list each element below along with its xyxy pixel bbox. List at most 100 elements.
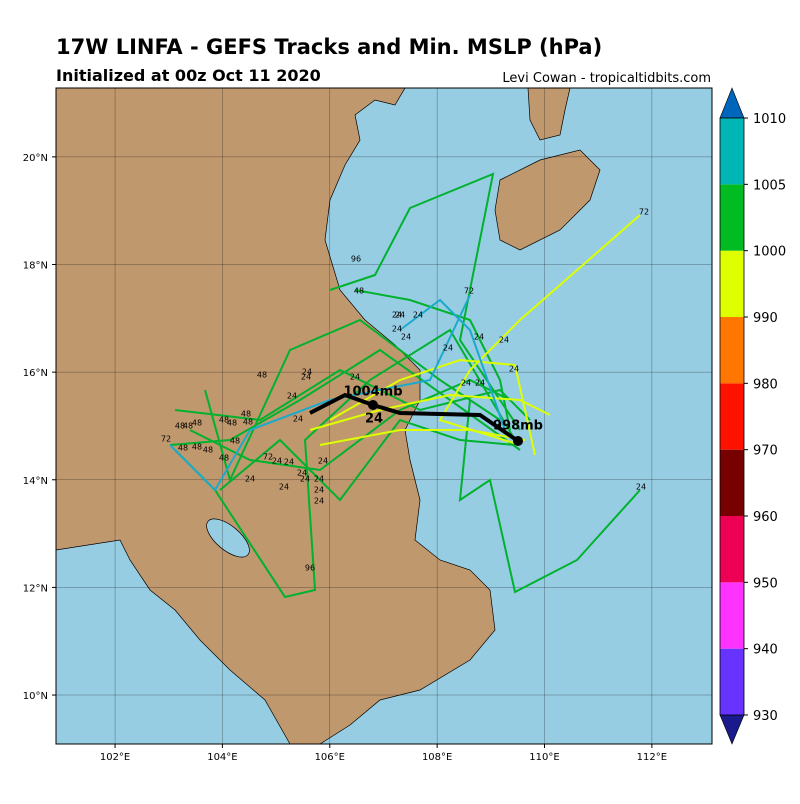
track-hour-label: 24 bbox=[318, 457, 328, 466]
lat-tick-label: 20°N bbox=[23, 153, 48, 164]
track-hour-label: 24 bbox=[272, 457, 282, 466]
track-hour-label: 48 bbox=[219, 416, 229, 425]
track-hour-label: 24 bbox=[314, 497, 324, 506]
track-hour-label: 48 bbox=[203, 446, 213, 455]
lat-tick-label: 16°N bbox=[23, 368, 48, 379]
track-hour-label: 48 bbox=[219, 454, 229, 463]
track-hour-label: 24 bbox=[392, 325, 402, 334]
mean-label: 998mb bbox=[493, 419, 543, 434]
track-hour-label: 24 bbox=[392, 311, 402, 320]
colorbar-segment bbox=[720, 250, 744, 317]
track-hour-label: 24 bbox=[461, 379, 471, 388]
track-hour-label: 24 bbox=[287, 392, 297, 401]
track-hour-label: 48 bbox=[243, 418, 253, 427]
colorbar-extend bbox=[719, 714, 745, 745]
lon-tick-label: 110°E bbox=[529, 752, 559, 763]
track-hour-label: 48 bbox=[227, 419, 237, 428]
track-hour-label: 72 bbox=[161, 435, 171, 444]
mean-track-point bbox=[513, 436, 523, 446]
colorbar: 930 940 950 960 970 980 990 1000 1005 1010 bbox=[719, 87, 786, 745]
colorbar-label: 1000 bbox=[753, 245, 786, 260]
track-hour-label: 24 bbox=[279, 483, 289, 492]
lake bbox=[206, 518, 250, 558]
colorbar-label: 940 bbox=[753, 643, 778, 658]
colorbar-label: 1010 bbox=[753, 112, 786, 127]
subtitle: Initialized at 00z Oct 11 2020 bbox=[56, 66, 321, 85]
track-hour-label: 24 bbox=[301, 373, 311, 382]
track-hour-label: 24 bbox=[300, 475, 310, 484]
track-hour-label: 24 bbox=[499, 336, 509, 345]
track-hour-label: 48 bbox=[192, 419, 202, 428]
title: 17W LINFA - GEFS Tracks and Min. MSLP (h… bbox=[56, 35, 602, 59]
track-hour-label: 48 bbox=[230, 437, 240, 446]
lat-tick-label: 18°N bbox=[23, 261, 48, 272]
lon-tick-label: 112°E bbox=[637, 752, 667, 763]
lat-tick-label: 10°N bbox=[23, 691, 48, 702]
track-hour-label: 72 bbox=[464, 287, 474, 296]
hainan bbox=[494, 149, 601, 251]
track-hour-label: 24 bbox=[413, 311, 423, 320]
track-hour-label: 24 bbox=[350, 373, 360, 382]
mean-track-point bbox=[368, 400, 378, 410]
credit: Levi Cowan - tropicaltidbits.com bbox=[502, 71, 711, 86]
colorbar-segment bbox=[720, 648, 744, 715]
track-hour-label: 24 bbox=[475, 379, 485, 388]
track-hour-label: 24 bbox=[509, 365, 519, 374]
track-hour-label: 24 bbox=[314, 486, 324, 495]
track-hour-label: 48 bbox=[192, 443, 202, 452]
track-hour-label: 48 bbox=[178, 444, 188, 453]
track-hour-label: 72 bbox=[263, 453, 273, 462]
lon-tick-label: 106°E bbox=[315, 752, 345, 763]
colorbar-label: 1005 bbox=[753, 178, 786, 193]
track-hour-label: 48 bbox=[175, 422, 185, 431]
track-hour-label: 48 bbox=[241, 410, 251, 419]
colorbar-label: 930 bbox=[753, 709, 778, 724]
lon-tick-label: 108°E bbox=[422, 752, 452, 763]
track-hour-label: 48 bbox=[183, 422, 193, 431]
colorbar-extend bbox=[719, 87, 745, 119]
track-hour-label: 24 bbox=[443, 344, 453, 353]
track-hour-label: 24 bbox=[636, 483, 646, 492]
track-hour-label: 24 bbox=[284, 458, 294, 467]
mean-track bbox=[309, 392, 520, 443]
track-hour-label: 96 bbox=[305, 564, 315, 573]
map-frame bbox=[55, 87, 713, 745]
colorbar-segment bbox=[720, 317, 744, 384]
track-hour-label: 96 bbox=[351, 255, 361, 264]
colorbar-segment bbox=[720, 118, 744, 185]
track-hour-label: 24 bbox=[297, 469, 307, 478]
colorbar-segment bbox=[720, 582, 744, 649]
colorbar-label: 970 bbox=[753, 444, 778, 459]
track-hour-label: 48 bbox=[257, 371, 267, 380]
track-hour-label: 24 bbox=[302, 368, 312, 377]
lon-tick-label: 104°E bbox=[207, 752, 237, 763]
track-hour-label: 24 bbox=[245, 475, 255, 484]
leizhou bbox=[527, 88, 571, 141]
track-hour-label: 72 bbox=[639, 208, 649, 217]
colorbar-label: 980 bbox=[753, 377, 778, 392]
lon-tick-label: 102°E bbox=[100, 752, 130, 763]
map-ticks: 102°E 104°E 106°E 108°E 110°E 112°E 10°N 12°N 14… bbox=[23, 153, 667, 763]
colorbar-frame bbox=[719, 117, 745, 716]
colorbar-segment bbox=[720, 516, 744, 583]
lat-tick-label: 12°N bbox=[23, 583, 48, 594]
tracks bbox=[169, 172, 641, 599]
track-hour-label: 24 bbox=[474, 333, 484, 342]
mean-label: 1004mb bbox=[343, 385, 402, 400]
track-hour-label: 24 bbox=[395, 311, 405, 320]
lat-tick-label: 14°N bbox=[23, 476, 48, 487]
track-hour-label: 48 bbox=[354, 287, 364, 296]
colorbar-segment bbox=[720, 383, 744, 450]
track-hour-label: 24 bbox=[293, 415, 303, 424]
colorbar-segment bbox=[720, 449, 744, 516]
mean-label: 24 bbox=[365, 412, 383, 427]
colorbar-label: 990 bbox=[753, 311, 778, 326]
colorbar-label: 960 bbox=[753, 510, 778, 525]
land bbox=[56, 88, 496, 744]
track-hour-label: 24 bbox=[401, 333, 411, 342]
colorbar-segment bbox=[720, 184, 744, 251]
colorbar-label: 950 bbox=[753, 576, 778, 591]
